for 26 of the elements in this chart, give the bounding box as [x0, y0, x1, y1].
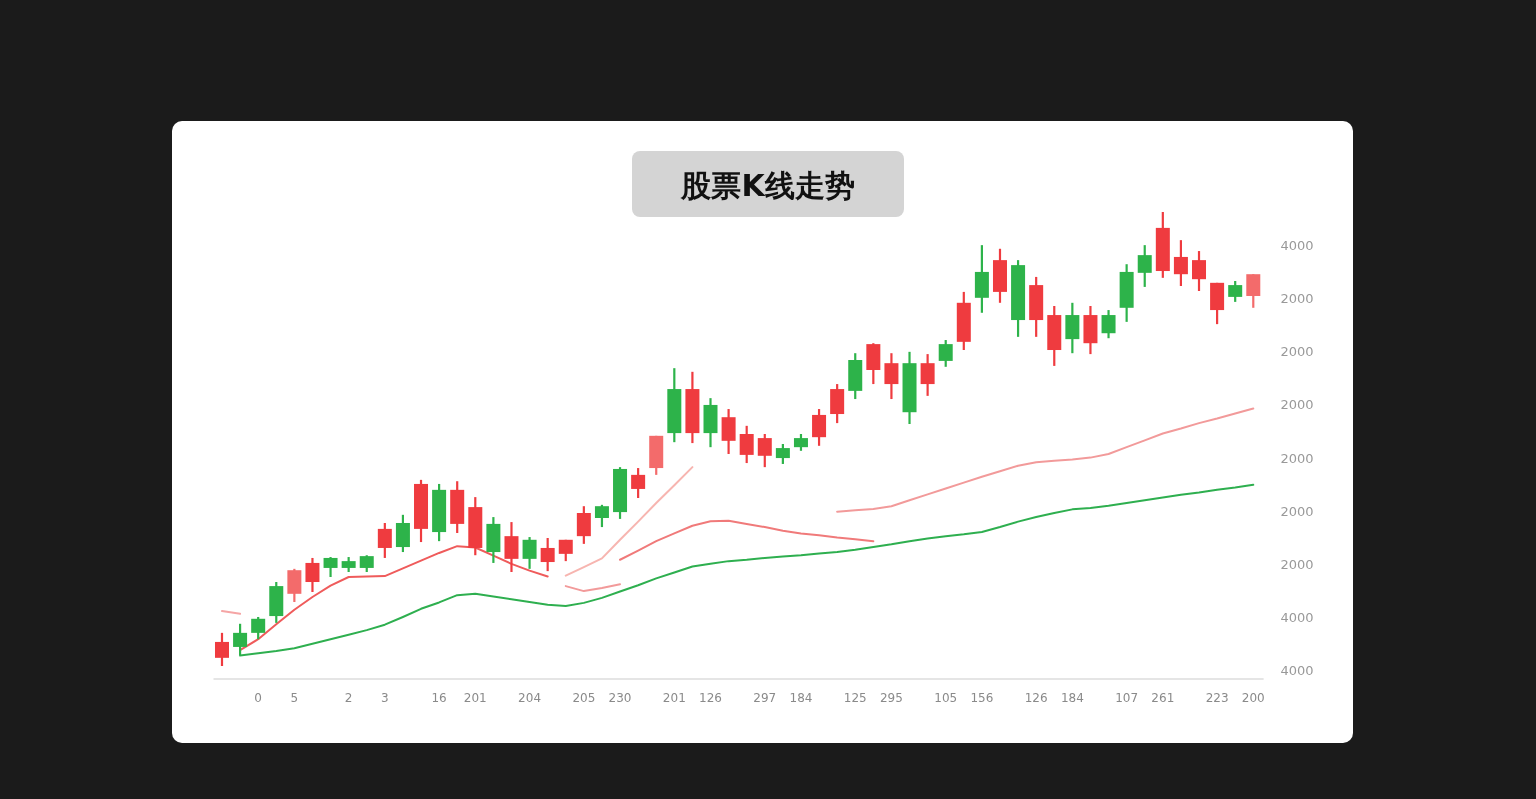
x-tick-label: 0: [254, 691, 262, 705]
x-tick-label: 125: [843, 691, 867, 705]
x-tick-label: 16: [431, 691, 447, 705]
x-tick-label: 205: [572, 691, 596, 705]
x-tick-label: 2: [344, 691, 353, 705]
x-tick-label: 184: [789, 691, 813, 705]
x-tick-label: 201: [463, 691, 487, 705]
x-tick-label: 107: [1115, 691, 1139, 705]
x-tick-label: 156: [970, 691, 994, 705]
x-tick-label: 200: [1241, 691, 1265, 705]
x-tick-label: 126: [1024, 691, 1048, 705]
chart-title: 股票K线走势: [680, 168, 855, 203]
x-tick-label: 184: [1060, 691, 1084, 705]
x-tick-label: 126: [699, 691, 722, 705]
x-tick-label: 201: [662, 691, 686, 705]
x-tick-label: 230: [608, 691, 632, 705]
x-tick-label: 297: [753, 691, 777, 705]
x-tick-label: 204: [518, 691, 542, 705]
x-tick-label: 105: [934, 691, 958, 705]
title: 股票K线走势: [632, 151, 904, 217]
x-tick-label: 223: [1205, 691, 1229, 705]
x-tick-label: 261: [1151, 691, 1175, 705]
annotations: 4000 2000 2000 2000 2000 2000 2000 4000 4000: [1280, 238, 1314, 678]
x-tick-label: 5: [290, 691, 299, 705]
x-tick-label: 295: [879, 691, 903, 705]
x-tick-label: 3: [381, 691, 389, 705]
